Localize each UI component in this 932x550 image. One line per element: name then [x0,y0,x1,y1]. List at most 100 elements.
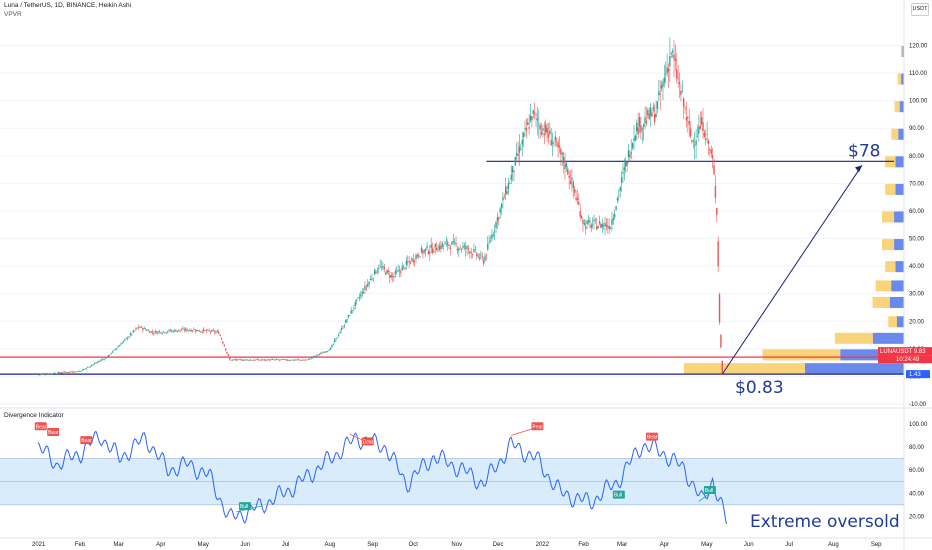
candle-body [307,358,310,360]
candle-body [601,224,603,228]
volume-profile-bar-up [894,101,900,113]
candle-body [611,219,613,225]
candle-body [317,354,319,356]
candle-body [162,331,165,332]
time-axis[interactable]: 2021 Feb Mar Apr May Jun Jul Aug Sep Oct Nov Dec 202… [0,537,932,548]
candle-body [269,359,271,361]
candle-body [327,350,329,352]
candle-body [528,127,530,129]
candle-body [230,359,232,361]
candle-body [364,286,366,291]
candle-body [393,276,395,278]
candle-body [462,246,464,248]
candle-body [669,56,671,66]
price-tick-label: 110.00 [909,71,928,77]
candle-body [649,107,652,116]
time-tick-label: Dec [493,542,504,548]
time-tick-label: Jul [282,542,290,548]
volume-profile-bar-up [888,316,897,328]
candle-body [546,127,548,134]
candle-body [186,329,188,331]
candle-body [426,246,428,249]
candle-body [304,359,307,361]
candle-body [438,245,441,250]
candle-body [258,359,260,361]
candle-body [150,331,152,333]
volume-profile-bar-up [762,349,841,361]
candle-body [458,248,460,251]
candle-body [104,357,107,359]
symbol-title[interactable]: Luna / TetherUS, 1D, BINANCE, Heikin Ash… [4,2,132,9]
candle-body [607,225,609,228]
candle-body [444,242,446,245]
candle-body [215,331,217,333]
candle-body [647,110,649,116]
oscillator-line [37,430,727,525]
candle-body [313,356,315,357]
candle-body [717,241,719,267]
candle-body [350,310,352,314]
candle-body [140,326,143,328]
candle-body [379,265,381,267]
candle-body [641,128,643,130]
candle-body [569,180,572,185]
candle-body [558,145,561,148]
candle-body [274,359,276,361]
candle-body [694,144,696,146]
time-tick-label: Aug [324,542,335,548]
candle-body [518,146,521,153]
candle-body [402,264,405,266]
candle-body [260,359,263,361]
candle-body [721,360,724,375]
candle-body [452,240,454,242]
bear-label: Bear [363,439,374,445]
vpvr-indicator-label[interactable]: VPVR [4,11,22,18]
candle-body [237,359,239,360]
candle-body [540,131,543,135]
candle-body [212,330,214,331]
volume-profile-bar-up [834,332,873,344]
countdown-label: 10:24:49 [896,357,920,363]
candle-body [328,350,330,352]
candle-body [539,124,541,130]
candle-body [445,241,448,242]
candle-body [48,373,50,375]
time-tick-label: 2022 [536,542,550,548]
candle-body [355,299,358,301]
candle-body [71,371,74,373]
candle-body [576,198,579,201]
candle-body [498,217,500,220]
candle-body [219,334,221,336]
candle-body [321,353,323,354]
candle-body [315,354,318,356]
candle-body [342,327,344,329]
candle-body [698,127,700,134]
candle-body [572,181,575,188]
divergence-line [698,492,711,502]
oscillator-title[interactable]: Divergence Indicator [4,412,64,419]
candle-body [670,52,672,54]
candle-body [500,203,503,208]
candle-body [213,331,216,333]
candle-body [40,374,42,375]
candle-body [547,134,550,138]
candle-body [503,197,506,199]
currency-button[interactable]: USDT [911,3,929,16]
candle-body [396,271,398,273]
candle-body [314,356,317,357]
candle-body [75,371,78,373]
candle-body [651,112,653,117]
candle-body [442,245,445,246]
candle-body [415,255,417,260]
candle-body [158,331,161,333]
candle-body [521,140,523,145]
candle-body [349,315,351,316]
candle-body [586,221,588,225]
candle-body [262,359,264,361]
candle-body [180,330,183,331]
candle-body [662,82,664,87]
candle-body [615,206,617,210]
candle-body [247,359,249,361]
candle-body [602,225,605,227]
